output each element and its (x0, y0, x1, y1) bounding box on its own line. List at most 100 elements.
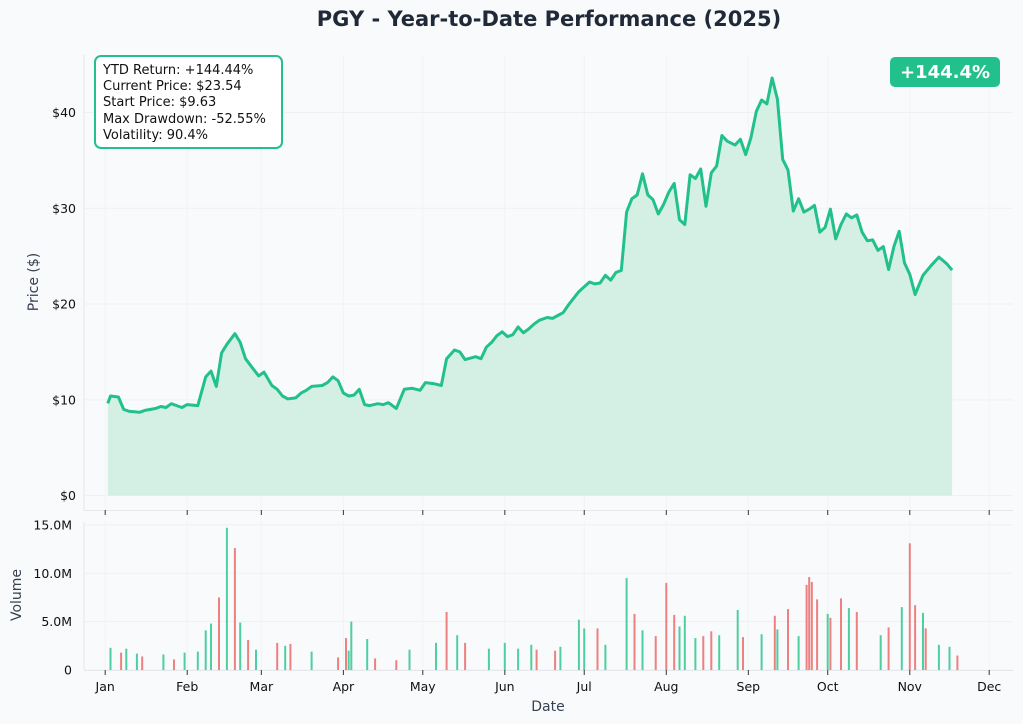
volume-y-tick-label: 0 (64, 663, 72, 678)
price-y-ticks: $0 $10 $20 $30 $40 (52, 105, 76, 503)
x-tick-label: Jun (494, 679, 515, 694)
volume-y-tick-label: 10.0M (33, 566, 72, 581)
volume-bar-down (914, 605, 917, 670)
volume-bar-up (797, 636, 800, 670)
x-tick-label: May (410, 679, 436, 694)
volume-y-tick-label: 5.0M (41, 614, 72, 629)
price-line (106, 76, 954, 414)
volume-bar-down (633, 613, 636, 670)
volume-bar-up (937, 644, 940, 670)
x-tick-label: Nov (898, 679, 923, 694)
volume-bar-down (887, 627, 890, 670)
volume-bar-down (773, 615, 776, 670)
volume-bar-up (204, 630, 207, 670)
volume-grid (84, 522, 1013, 671)
volume-bar-down (710, 631, 713, 670)
x-ticks: Jan Feb Mar Apr May Jun Jul Aug Sep Oct Nov Dec (95, 510, 1001, 694)
volume-bar-up (408, 649, 411, 670)
volume-bar-up (125, 648, 128, 670)
stats-ytd-return: YTD Return: +144.44% (102, 63, 253, 78)
volume-bar-down (908, 543, 911, 670)
x-tick-label: Jul (576, 679, 592, 694)
volume-bar-up (366, 639, 369, 670)
volume-bar-up (530, 644, 533, 670)
volume-bar-down (665, 582, 668, 670)
stats-max-drawdown: Max Drawdown: -52.55% (103, 112, 266, 127)
x-tick-label: Aug (654, 679, 678, 694)
volume-bar-down (810, 582, 813, 670)
volume-bar-down (464, 642, 467, 670)
volume-bar-up (900, 607, 903, 670)
volume-y-ticks: 0 5.0M 10.0M 15.0M (33, 517, 72, 677)
volume-bar-down (445, 612, 448, 670)
x-tick-label: Sep (737, 679, 761, 694)
price-y-tick-label: $20 (52, 297, 76, 312)
volume-bar-down (654, 636, 657, 670)
volume-bar-down (141, 656, 144, 670)
volume-bar-up (162, 654, 165, 670)
volume-bar-down (554, 650, 557, 670)
price-y-tick-label: $40 (52, 105, 76, 120)
volume-bar-up (310, 651, 313, 670)
return-badge-text: +144.4% (900, 62, 990, 83)
volume-bar-down (374, 658, 377, 670)
volume-bar-down (337, 657, 340, 670)
x-tick-label: Mar (250, 679, 274, 694)
chart-title: PGY - Year-to-Date Performance (2025) (317, 7, 781, 31)
volume-bar-up (239, 622, 242, 670)
volume-bar-down (924, 628, 927, 670)
volume-bar-up (517, 648, 520, 670)
volume-bar-up (183, 652, 186, 670)
price-y-tick-label: $30 (52, 201, 76, 216)
volume-bar-up (503, 642, 506, 670)
volume-bar-up (559, 646, 562, 670)
volume-bar-down (395, 660, 398, 670)
price-area-fill (107, 78, 953, 496)
x-tick-label: Feb (176, 679, 198, 694)
volume-bar-up (847, 608, 850, 670)
volume-bar-up (625, 578, 628, 670)
volume-bar-up (760, 634, 763, 670)
volume-bar-down (535, 649, 538, 670)
volume-bar-down (173, 659, 175, 670)
volume-y-tick-label: 15.0M (33, 517, 72, 532)
stats-box-frame (94, 55, 283, 149)
price-y-axis-label: Price ($) (26, 253, 42, 311)
volume-bar-down (829, 617, 832, 670)
volume-bar-up (347, 650, 350, 670)
volume-bar-up (922, 612, 924, 670)
volume-bar-down (233, 548, 236, 670)
volume-bar-up (350, 621, 353, 670)
volume-bar-down (956, 655, 959, 670)
stats-start-price: Start Price: $9.63 (103, 95, 216, 110)
volume-bar-up (210, 623, 212, 670)
volume-bar-down (218, 597, 220, 670)
volume-bar-down (702, 636, 705, 670)
volume-bar-up (487, 648, 490, 670)
volume-bar-down (787, 609, 789, 670)
volume-bar-up (826, 613, 829, 670)
volume-bar-down (673, 614, 676, 670)
volume-bar-up (948, 646, 951, 670)
volume-bar-down (276, 642, 279, 670)
volume-bar-up (109, 647, 112, 670)
volume-bar-down (120, 652, 123, 670)
volume-bar-up (718, 635, 721, 670)
volume-bar-up (577, 619, 580, 670)
price-y-tick-label: $10 (52, 392, 76, 407)
volume-bar-down (345, 638, 347, 670)
volume-bar-up (456, 635, 459, 670)
volume-bar-up (736, 610, 739, 670)
stats-current-price: Current Price: $23.54 (103, 79, 242, 94)
volume-bar-up (284, 645, 287, 670)
volume-bar-down (289, 643, 292, 670)
volume-bars (109, 527, 959, 670)
volume-bar-down (247, 640, 250, 670)
x-tick-label: Apr (333, 679, 355, 694)
volume-bar-up (683, 615, 686, 670)
volume-bar-up (255, 649, 257, 670)
x-tick-label: Jan (95, 679, 115, 694)
volume-bar-down (855, 612, 858, 670)
stats-box: YTD Return: +144.44% Current Price: $23.… (94, 55, 283, 149)
volume-bar-up (196, 651, 199, 670)
